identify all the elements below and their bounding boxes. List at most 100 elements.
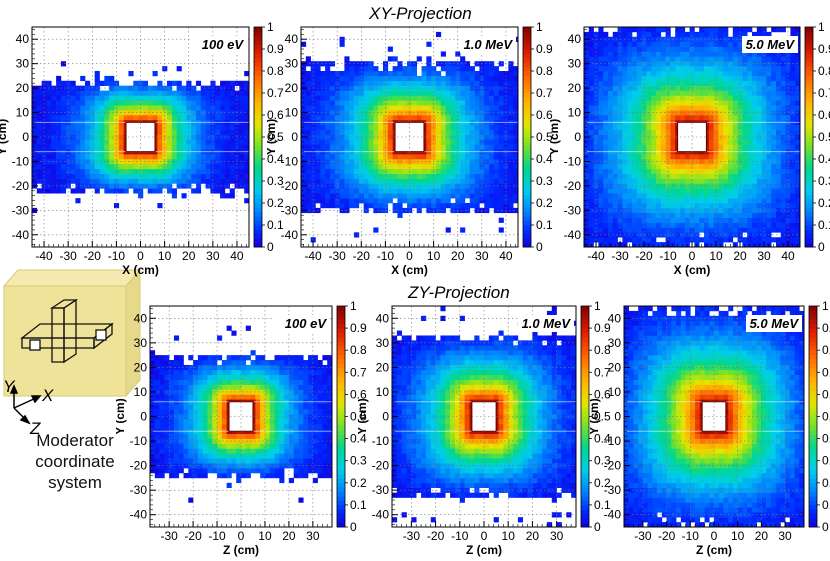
colorbar	[809, 306, 817, 527]
colorbar-tick-label: 0.4	[822, 432, 830, 446]
colorbar-tick-label: 0.7	[818, 86, 830, 100]
y-tick-label: 10	[285, 106, 299, 120]
y-tick-label: -30	[130, 483, 148, 497]
y-tick-label: -40	[604, 508, 622, 522]
y-tick-label: 30	[376, 336, 390, 350]
x-tick-label: 30	[475, 249, 489, 263]
y-tick-label: 0	[614, 410, 621, 424]
y-tick-label: -20	[130, 459, 148, 473]
energy-label: 1.0 MeV	[464, 37, 514, 52]
x-tick-label: 10	[158, 249, 172, 263]
x-tick-label: 10	[709, 249, 723, 263]
colorbar	[805, 27, 813, 247]
y-tick-label: -40	[130, 508, 148, 522]
x-tick-label: -30	[403, 529, 421, 543]
energy-label: 5.0 MeV	[750, 316, 800, 331]
x-tick-label: -10	[451, 529, 469, 543]
y-axis-letter: Y	[3, 377, 16, 396]
y-tick-label: -40	[372, 508, 390, 522]
y-tick-label: -10	[12, 154, 30, 168]
x-tick-label: -30	[160, 529, 178, 543]
y-tick-label: -20	[281, 179, 299, 193]
energy-label: 1.0 MeV	[522, 316, 572, 331]
x-tick-label: 0	[238, 529, 245, 543]
x-tick-label: -20	[184, 529, 202, 543]
y-tick-label: -20	[372, 459, 390, 473]
y-tick-label: 30	[285, 57, 299, 71]
y-axis-label: Y (cm)	[358, 398, 369, 434]
y-tick-label: 10	[568, 106, 582, 120]
x-tick-label: -10	[377, 249, 395, 263]
x-tick-label: -20	[84, 249, 102, 263]
colorbar	[523, 27, 531, 247]
colorbar-tick-label: 0.5	[818, 130, 830, 144]
x-axis-label: X (cm)	[674, 263, 711, 277]
y-tick-label: 40	[608, 311, 622, 325]
colorbar-tick-label: 0.6	[818, 108, 830, 122]
y-tick-label: -40	[564, 228, 582, 242]
colorbar-tick-label: 0.5	[822, 410, 830, 424]
y-tick-label: 0	[22, 130, 29, 144]
colorbar-tick-label: 0.7	[822, 365, 830, 379]
colorbar-tick-label: 0.4	[818, 152, 830, 166]
x-tick-label: -20	[635, 249, 653, 263]
x-tick-label: -10	[682, 529, 700, 543]
y-axis-label: Y (cm)	[116, 398, 127, 434]
colorbar-tick-label: 0	[822, 520, 829, 534]
y-tick-label: -20	[564, 179, 582, 193]
x-tick-label: -40	[587, 249, 605, 263]
y-tick-label: -30	[281, 203, 299, 217]
x-tick-label: -30	[634, 529, 652, 543]
colorbar-tick-label: 1	[536, 20, 543, 34]
x-axis-label: Z (cm)	[223, 543, 259, 557]
y-tick-label: 20	[608, 360, 622, 374]
x-tick-label: 20	[451, 249, 465, 263]
x-tick-label: 20	[755, 529, 769, 543]
y-tick-label: 40	[16, 32, 30, 46]
x-tick-label: -10	[659, 249, 677, 263]
x-axis-label: Z (cm)	[696, 543, 732, 557]
x-tick-label: -20	[353, 249, 371, 263]
y-tick-label: 30	[134, 336, 148, 350]
colorbar	[254, 27, 262, 247]
colorbar-tick-label: 0.1	[822, 498, 830, 512]
colorbar-tick-label: 0.3	[818, 174, 830, 188]
y-tick-label: 20	[568, 81, 582, 95]
x-tick-label: -10	[108, 249, 126, 263]
y-tick-label: -30	[564, 203, 582, 217]
x-tick-label: -30	[328, 249, 346, 263]
y-tick-label: -30	[604, 483, 622, 497]
x-tick-label: 10	[731, 529, 745, 543]
x-axis-letter: X	[41, 386, 54, 405]
colorbar-tick-label: 0.8	[822, 343, 830, 357]
y-tick-label: -30	[12, 203, 30, 217]
colorbar-tick-label: 0.6	[822, 387, 830, 401]
colorbar-tick-label: 0.1	[818, 218, 830, 232]
y-tick-label: 20	[285, 81, 299, 95]
x-tick-label: -10	[208, 529, 226, 543]
y-tick-label: 0	[291, 130, 298, 144]
y-tick-label: 0	[140, 410, 147, 424]
x-tick-label: 0	[137, 249, 144, 263]
x-tick-label: 30	[778, 529, 792, 543]
x-tick-label: 20	[733, 249, 747, 263]
y-axis-label: Y (cm)	[267, 119, 278, 155]
y-tick-label: 30	[16, 57, 30, 71]
x-axis-label: X (cm)	[391, 263, 428, 277]
y-axis-label: Y (cm)	[0, 119, 9, 155]
y-tick-label: -10	[564, 154, 582, 168]
x-axis-label: X (cm)	[122, 263, 159, 277]
colorbar-tick-label: 0.8	[818, 64, 830, 78]
y-axis-label: Y (cm)	[590, 398, 601, 434]
y-tick-label: -40	[281, 228, 299, 242]
energy-label: 5.0 MeV	[746, 37, 796, 52]
x-tick-label: 10	[258, 529, 272, 543]
x-tick-label: 20	[526, 529, 540, 543]
y-tick-label: 40	[376, 311, 390, 325]
y-tick-label: 40	[285, 32, 299, 46]
